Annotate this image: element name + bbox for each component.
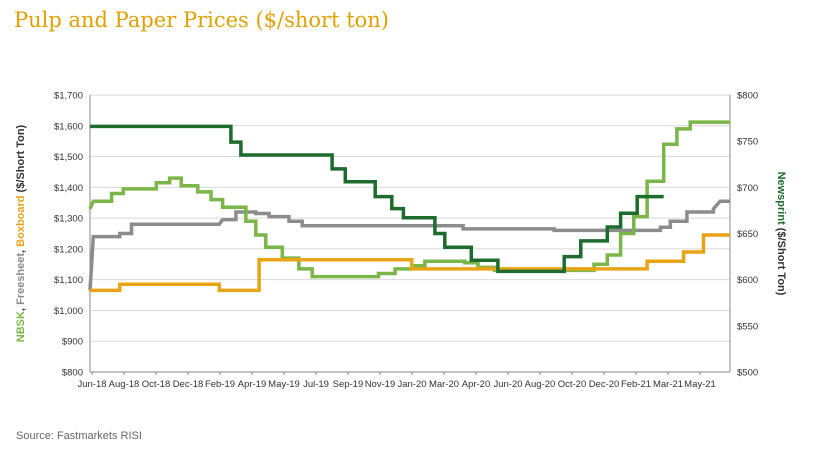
left-y-tick-label: $1,200 (54, 244, 83, 255)
axis-title-part: ($/Short Ton) (775, 225, 787, 296)
right-y-tick-label: $500 (737, 368, 758, 379)
axis-title-part: , (15, 305, 27, 311)
left-y-tick-label: $1,100 (54, 275, 83, 286)
x-tick-label: Jun-18 (77, 379, 106, 390)
x-tick-label: Apr-20 (462, 379, 491, 390)
left-y-tick-label: $1,400 (54, 183, 83, 194)
x-tick-label: May-21 (684, 379, 716, 390)
right-y-tick-label: $650 (737, 229, 758, 240)
x-tick-label: Oct-20 (558, 379, 587, 390)
left-y-tick-label: $1,000 (54, 306, 83, 317)
x-tick-label: Mar-21 (653, 379, 683, 390)
x-tick-label: Aug-20 (525, 379, 556, 390)
x-tick-label: Aug-18 (109, 379, 140, 390)
left-y-tick-label: $1,700 (54, 91, 83, 102)
right-axis-title: Newsprint ($/Short Ton) (775, 172, 787, 296)
left-y-tick-label: $1,500 (54, 152, 83, 163)
left-y-tick-label: $800 (62, 368, 83, 379)
x-tick-label: Apr-19 (238, 379, 267, 390)
right-y-tick-label: $750 (737, 137, 758, 148)
left-axis-title: NBSK, Freesheet, Boxboard ($/Short Ton) (15, 124, 27, 342)
left-y-tick-label: $1,600 (54, 121, 83, 132)
x-tick-label: Sep-19 (333, 379, 364, 390)
right-y-tick-label: $800 (737, 91, 758, 102)
series-line-newsprint (90, 124, 664, 274)
left-y-tick-label: $1,300 (54, 214, 83, 225)
axis-title-part: Boxboard (15, 195, 27, 246)
x-tick-label: May-19 (268, 379, 300, 390)
axis-title-part: ($/Short Ton) (15, 124, 27, 195)
axis-title-part: NBSK (15, 311, 27, 342)
right-y-tick-label: $600 (737, 275, 758, 286)
x-tick-label: Jan-20 (397, 379, 426, 390)
axis-title-part: Freesheet (15, 253, 27, 305)
x-tick-label: Jun-20 (493, 379, 522, 390)
x-tick-label: Oct-18 (142, 379, 171, 390)
x-tick-label: Dec-18 (173, 379, 204, 390)
x-tick-label: Nov-19 (365, 379, 396, 390)
right-y-tick-label: $700 (737, 183, 758, 194)
series-line-freesheet (88, 199, 730, 291)
series-line-nbsk (88, 120, 730, 279)
left-y-tick-label: $900 (62, 337, 83, 348)
series-line-boxboard (90, 233, 730, 293)
x-tick-label: Dec-20 (589, 379, 620, 390)
chart-title: Pulp and Paper Prices ($/short ton) (14, 8, 389, 32)
x-tick-label: Feb-21 (621, 379, 651, 390)
right-y-tick-label: $550 (737, 321, 758, 332)
x-tick-label: Mar-20 (429, 379, 459, 390)
source-note: Source: Fastmarkets RISI (16, 430, 142, 442)
x-tick-label: Jul-19 (303, 379, 329, 390)
x-tick-label: Feb-19 (205, 379, 235, 390)
axis-title-part: , (15, 247, 27, 253)
axis-title-part: Newsprint (775, 172, 787, 226)
